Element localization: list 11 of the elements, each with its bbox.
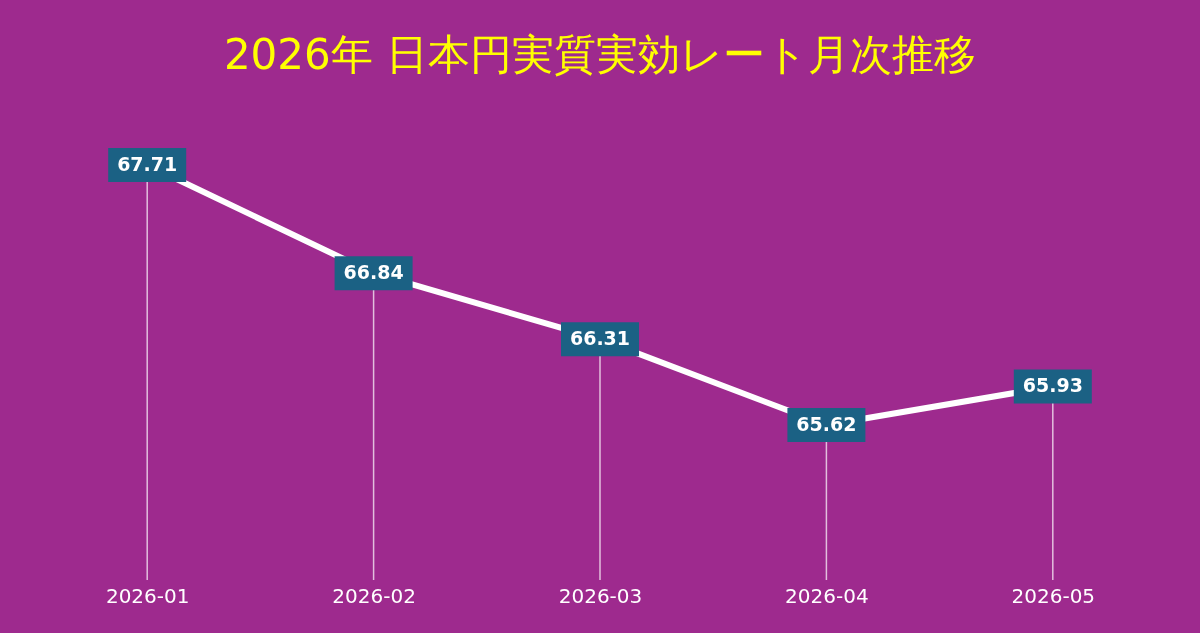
data-label: 65.62 xyxy=(796,413,857,435)
x-tick-label: 2026-02 xyxy=(332,583,416,608)
x-tick-label: 2026-04 xyxy=(785,583,869,608)
x-tick-label: 2026-03 xyxy=(558,583,643,608)
data-label: 66.31 xyxy=(569,327,631,350)
chart-title: 2026年 日本円実質実効レート月次推移 xyxy=(223,30,977,79)
data-label: 66.84 xyxy=(343,261,404,284)
x-tick-label: 2026-01 xyxy=(105,583,190,608)
data-label: 67.71 xyxy=(117,153,178,175)
x-tick-label: 2026-05 xyxy=(1011,583,1096,608)
data-label: 65.93 xyxy=(1022,374,1083,397)
